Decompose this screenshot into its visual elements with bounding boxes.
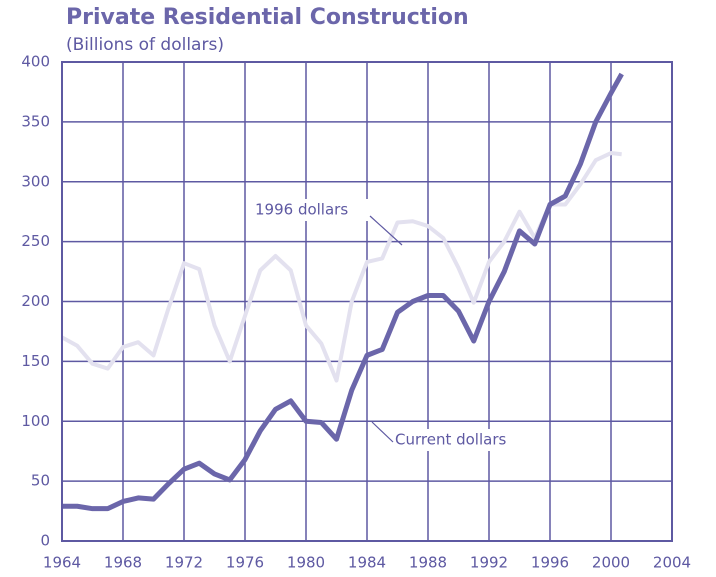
x-tick-label: 1992 — [470, 554, 508, 572]
x-tick-label: 2000 — [592, 554, 630, 572]
plot-frame — [61, 61, 673, 542]
label-bg — [392, 429, 534, 451]
x-tick-label: 1964 — [43, 554, 81, 572]
y-tick-label: 50 — [31, 472, 50, 490]
y-tick-label: 300 — [21, 172, 50, 190]
chart-subtitle: (Billions of dollars) — [66, 35, 224, 55]
y-tick-label: 200 — [21, 292, 50, 310]
x-tick-label: 1976 — [226, 554, 264, 572]
y-tick-label: 400 — [21, 53, 50, 71]
chart-title: Private Residential Construction — [66, 5, 469, 30]
y-tick-label: 100 — [21, 412, 50, 430]
leader-line — [369, 215, 403, 246]
x-tick-label: 1972 — [165, 554, 203, 572]
x-tick-label: 1996 — [531, 554, 569, 572]
y-tick-label: 250 — [21, 232, 50, 250]
series-line — [62, 72, 624, 512]
series-line — [61, 151, 622, 383]
y-tick-label: 150 — [21, 352, 50, 370]
label-bg — [250, 199, 374, 221]
y-tick-label: 350 — [21, 112, 50, 130]
series-label: 1996 dollars — [255, 201, 348, 219]
x-tick-label: 1988 — [409, 554, 447, 572]
series-label: Current dollars — [395, 431, 506, 449]
x-tick-label: 1984 — [348, 554, 386, 572]
x-tick-label: 1968 — [104, 554, 142, 572]
x-tick-label: 1980 — [287, 554, 325, 572]
y-tick-label: 0 — [40, 532, 50, 550]
x-tick-label: 2004 — [653, 554, 691, 572]
leader-line — [371, 421, 394, 443]
